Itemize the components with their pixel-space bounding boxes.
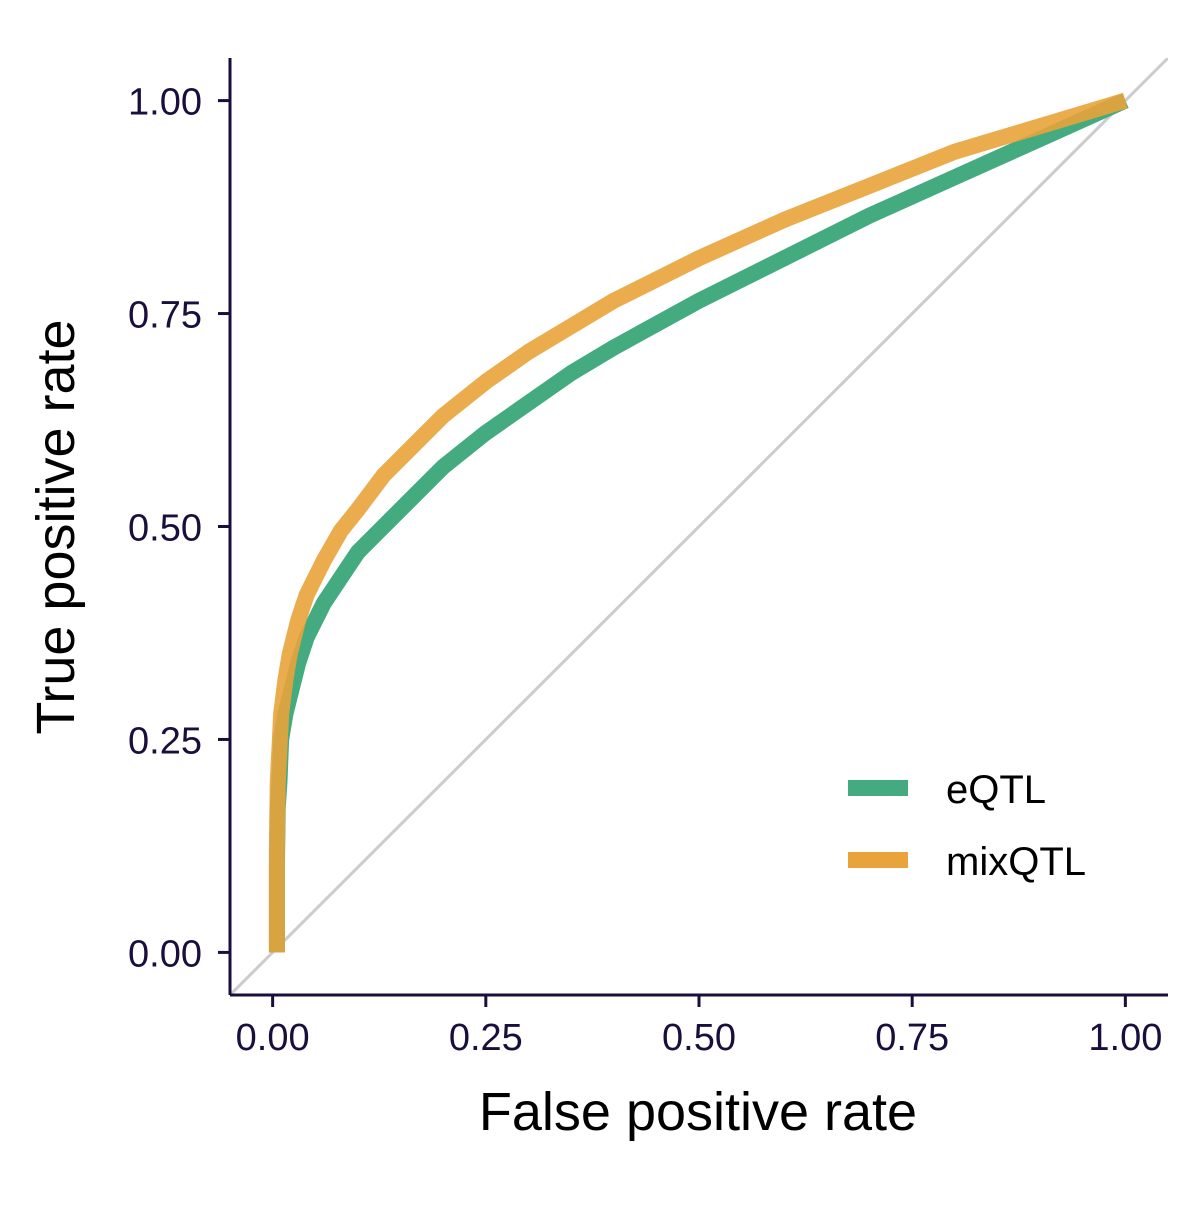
reference-diagonal-line [230,58,1168,995]
y-axis-title: True positive rate [26,319,86,734]
x-tick-label: 0.00 [236,1017,310,1059]
x-tick-label: 0.50 [662,1017,736,1059]
x-tick-label: 1.00 [1088,1017,1162,1059]
y-tick-label: 1.00 [128,82,202,124]
x-tick-label: 0.25 [449,1017,523,1059]
legend: eQTL mixQTL [848,768,1086,884]
y-tick-label: 0.75 [128,295,202,337]
legend-label-mixqtl: mixQTL [946,840,1086,884]
x-tick-label: 0.75 [875,1017,949,1059]
plot-area [230,58,1168,995]
y-tick-label: 0.50 [128,508,202,550]
legend-label-eqtl: eQTL [946,768,1046,812]
y-tick-label: 0.00 [128,933,202,975]
x-axis-title: False positive rate [479,1082,917,1142]
series-line-mixqtl [268,92,1128,953]
y-tick-label: 0.25 [128,720,202,762]
axes: 0.00 0.25 0.50 0.75 1.00 0.00 0.25 0.50 0.75 1.00 [128,58,1168,1059]
